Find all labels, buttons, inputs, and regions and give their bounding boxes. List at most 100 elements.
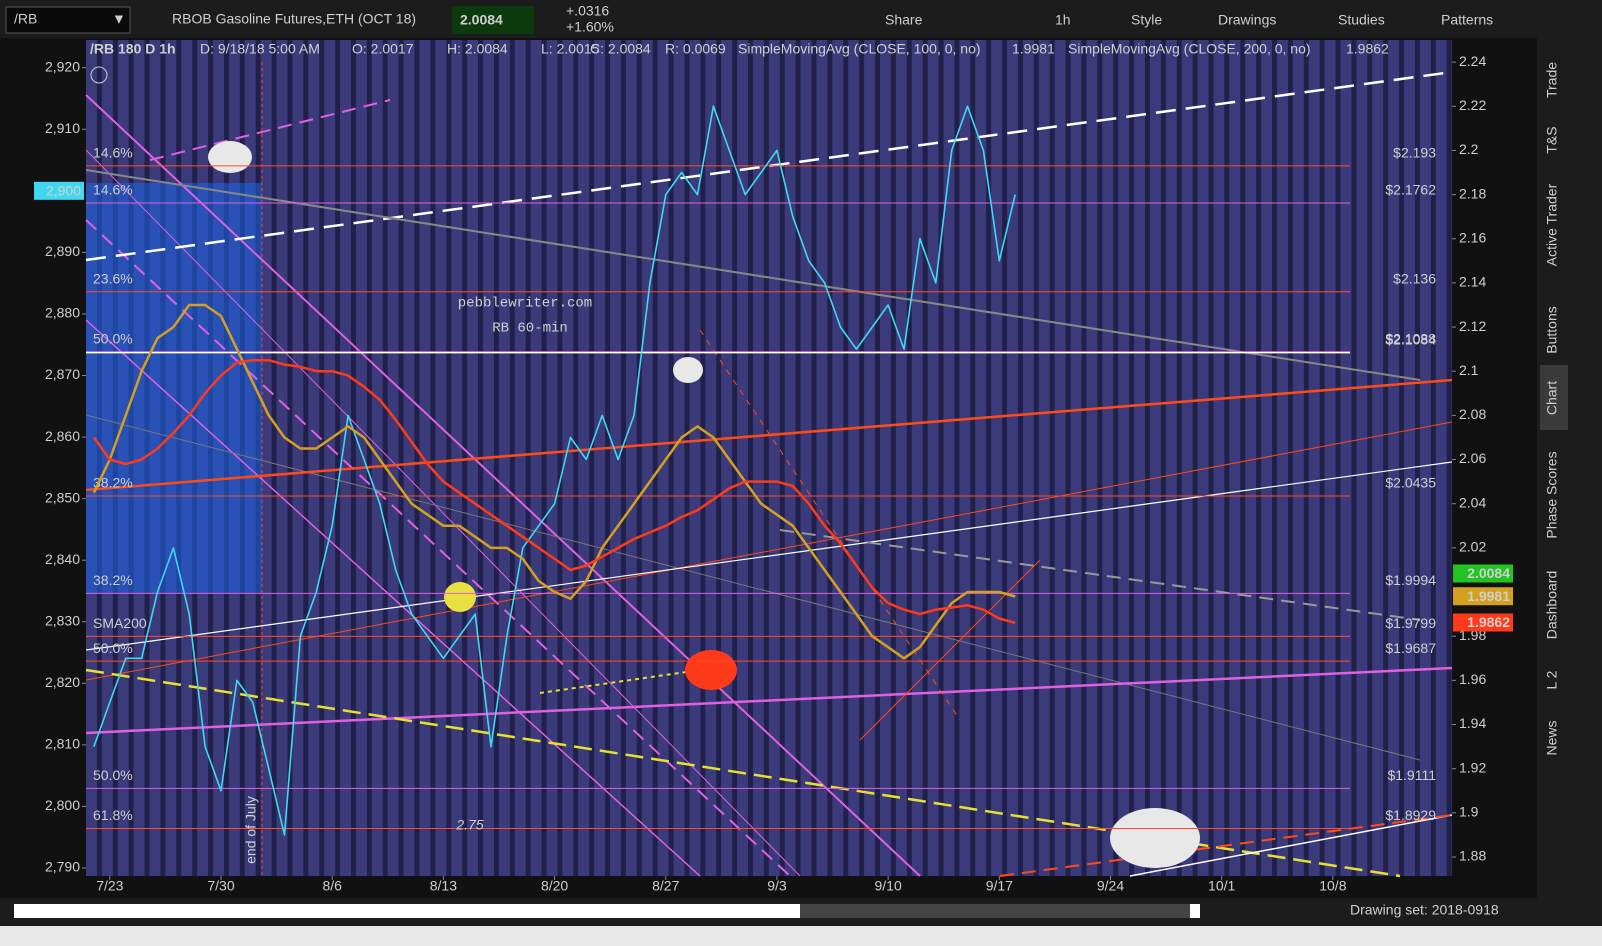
info-sma200: SimpleMovingAvg (CLOSE, 200, 0, no) — [1068, 41, 1311, 57]
side-tab[interactable]: News — [1544, 720, 1560, 755]
annotation: 2.75 — [455, 817, 483, 833]
annotation: RB 60-min — [492, 321, 568, 337]
left-badge-label: 2,900 — [46, 183, 81, 199]
trend-line — [539, 669, 701, 694]
info-open: O: 2.0017 — [352, 41, 414, 57]
drawings — [85, 70, 1453, 878]
x-tick-label: 8/13 — [430, 878, 457, 894]
level-pct: SMA200 — [93, 615, 147, 631]
change-pct: +1.60% — [566, 19, 614, 35]
level-label: $2.1088 — [1385, 330, 1436, 346]
annotation: end of July — [243, 796, 259, 864]
level-label: $2.1084 — [1385, 331, 1436, 347]
level-label: $1.9687 — [1385, 640, 1436, 656]
last-price: 2.0084 — [460, 12, 503, 28]
y-tick-label: 2,890 — [45, 243, 80, 259]
y2-tick-label: 2.18 — [1459, 185, 1486, 201]
y2-tick-label: 1.9 — [1459, 804, 1479, 820]
price-badge — [1453, 613, 1513, 632]
x-tick-label: 8/27 — [652, 878, 679, 894]
x-tick-label: 10/1 — [1208, 878, 1235, 894]
level-pct: 23.6% — [93, 270, 133, 286]
level-label: $2.0435 — [1385, 475, 1436, 491]
level-label: $2.1762 — [1385, 182, 1436, 198]
annotation: pebblewriter.com — [458, 296, 592, 312]
y2-tick-label: 1.96 — [1459, 671, 1486, 687]
channel-line — [85, 219, 791, 877]
x-tick-label: 7/30 — [207, 878, 234, 894]
symbol-box[interactable] — [5, 6, 131, 34]
info-high: H: 2.0084 — [447, 41, 508, 57]
toolbar-button[interactable]: 1h — [1055, 12, 1071, 28]
side-bar — [1537, 38, 1602, 898]
info-icon[interactable] — [90, 66, 108, 84]
y-tick-label: 2,830 — [45, 612, 80, 628]
drawing-set: Drawing set: 2018-0918 — [1350, 902, 1499, 918]
side-tab[interactable]: Buttons — [1544, 306, 1560, 353]
y2-tick-label: 1.94 — [1459, 715, 1486, 731]
toolbar-button[interactable]: Drawings — [1218, 12, 1276, 28]
channel-line — [149, 99, 391, 161]
level-pct: 14.6% — [93, 145, 133, 161]
y2-tick-label: 2.1 — [1459, 362, 1479, 378]
marker-ellipse — [1110, 808, 1200, 868]
y-tick-label: 2,910 — [45, 120, 80, 136]
x-tick-label: 10/8 — [1319, 878, 1346, 894]
price-line — [93, 105, 1016, 836]
trend-line — [85, 461, 1453, 651]
info-sma100-value: 1.9981 — [1012, 41, 1055, 57]
info-close: C: 2.0084 — [590, 41, 651, 57]
last-box — [452, 6, 534, 34]
side-tab[interactable]: Trade — [1544, 62, 1560, 98]
y2-tick-label: 1.92 — [1459, 759, 1486, 775]
info-title: /RB 180 D 1h — [90, 41, 176, 57]
price-line — [92, 358, 1016, 625]
y2-tick-label: 2.22 — [1459, 97, 1486, 113]
info-range: R: 0.0069 — [665, 41, 726, 57]
side-tab[interactable]: Phase Scores — [1544, 451, 1560, 538]
toolbar-button[interactable]: Patterns — [1441, 12, 1493, 28]
side-tab[interactable]: L 2 — [1544, 670, 1560, 689]
channel-line — [85, 149, 801, 877]
info-low: L: 2.0015 — [541, 41, 600, 57]
toolbar-button[interactable]: Style — [1131, 12, 1162, 28]
scroll-thumb[interactable] — [800, 904, 1190, 918]
y-tick-label: 2,870 — [45, 366, 80, 382]
info-sma100: SimpleMovingAvg (CLOSE, 100, 0, no) — [738, 41, 981, 57]
side-tab[interactable]: T&S — [1544, 126, 1560, 153]
trend-line — [85, 70, 1453, 262]
symbol[interactable]: /RB — [14, 11, 37, 27]
level-pct: 14.6% — [93, 182, 133, 198]
trend-line — [85, 666, 1453, 735]
level-label: $1.9994 — [1385, 572, 1436, 588]
side-tab[interactable]: Active Trader — [1544, 183, 1560, 266]
x-tick-label: 9/17 — [986, 878, 1013, 894]
level-pct: 38.2% — [93, 475, 133, 491]
toolbar-button[interactable]: Studies — [1338, 12, 1385, 28]
change: +.0316 — [566, 3, 609, 19]
trend-line — [85, 378, 1453, 492]
trend-line — [1129, 814, 1453, 877]
trend-line — [85, 421, 1453, 681]
level-pct: 38.2% — [93, 572, 133, 588]
marker-ellipse — [685, 650, 737, 690]
marker-ellipse — [208, 141, 252, 173]
level-label: $2.193 — [1393, 145, 1436, 161]
marker-ellipse — [444, 582, 476, 612]
side-tab[interactable]: Chart — [1544, 381, 1560, 415]
marker-ellipse — [673, 357, 703, 383]
side-tab[interactable]: Dashboard — [1544, 571, 1560, 640]
level-pct: 50.0% — [93, 767, 133, 783]
x-tick-label: 9/10 — [875, 878, 902, 894]
level-label: $1.8929 — [1385, 807, 1436, 823]
y-tick-label: 2,790 — [45, 859, 80, 875]
level-pct: 50.0% — [93, 640, 133, 656]
y2-tick-label: 2.06 — [1459, 450, 1486, 466]
trend-line — [85, 169, 1421, 381]
toolbar-button[interactable]: Share — [885, 12, 923, 28]
y2-tick-label: 2.16 — [1459, 229, 1486, 245]
x-tick-label: 8/20 — [541, 878, 568, 894]
y-tick-label: 2,850 — [45, 489, 80, 505]
y-tick-label: 2,800 — [45, 797, 80, 813]
description: RBOB Gasoline Futures,ETH (OCT 18) — [172, 11, 416, 27]
